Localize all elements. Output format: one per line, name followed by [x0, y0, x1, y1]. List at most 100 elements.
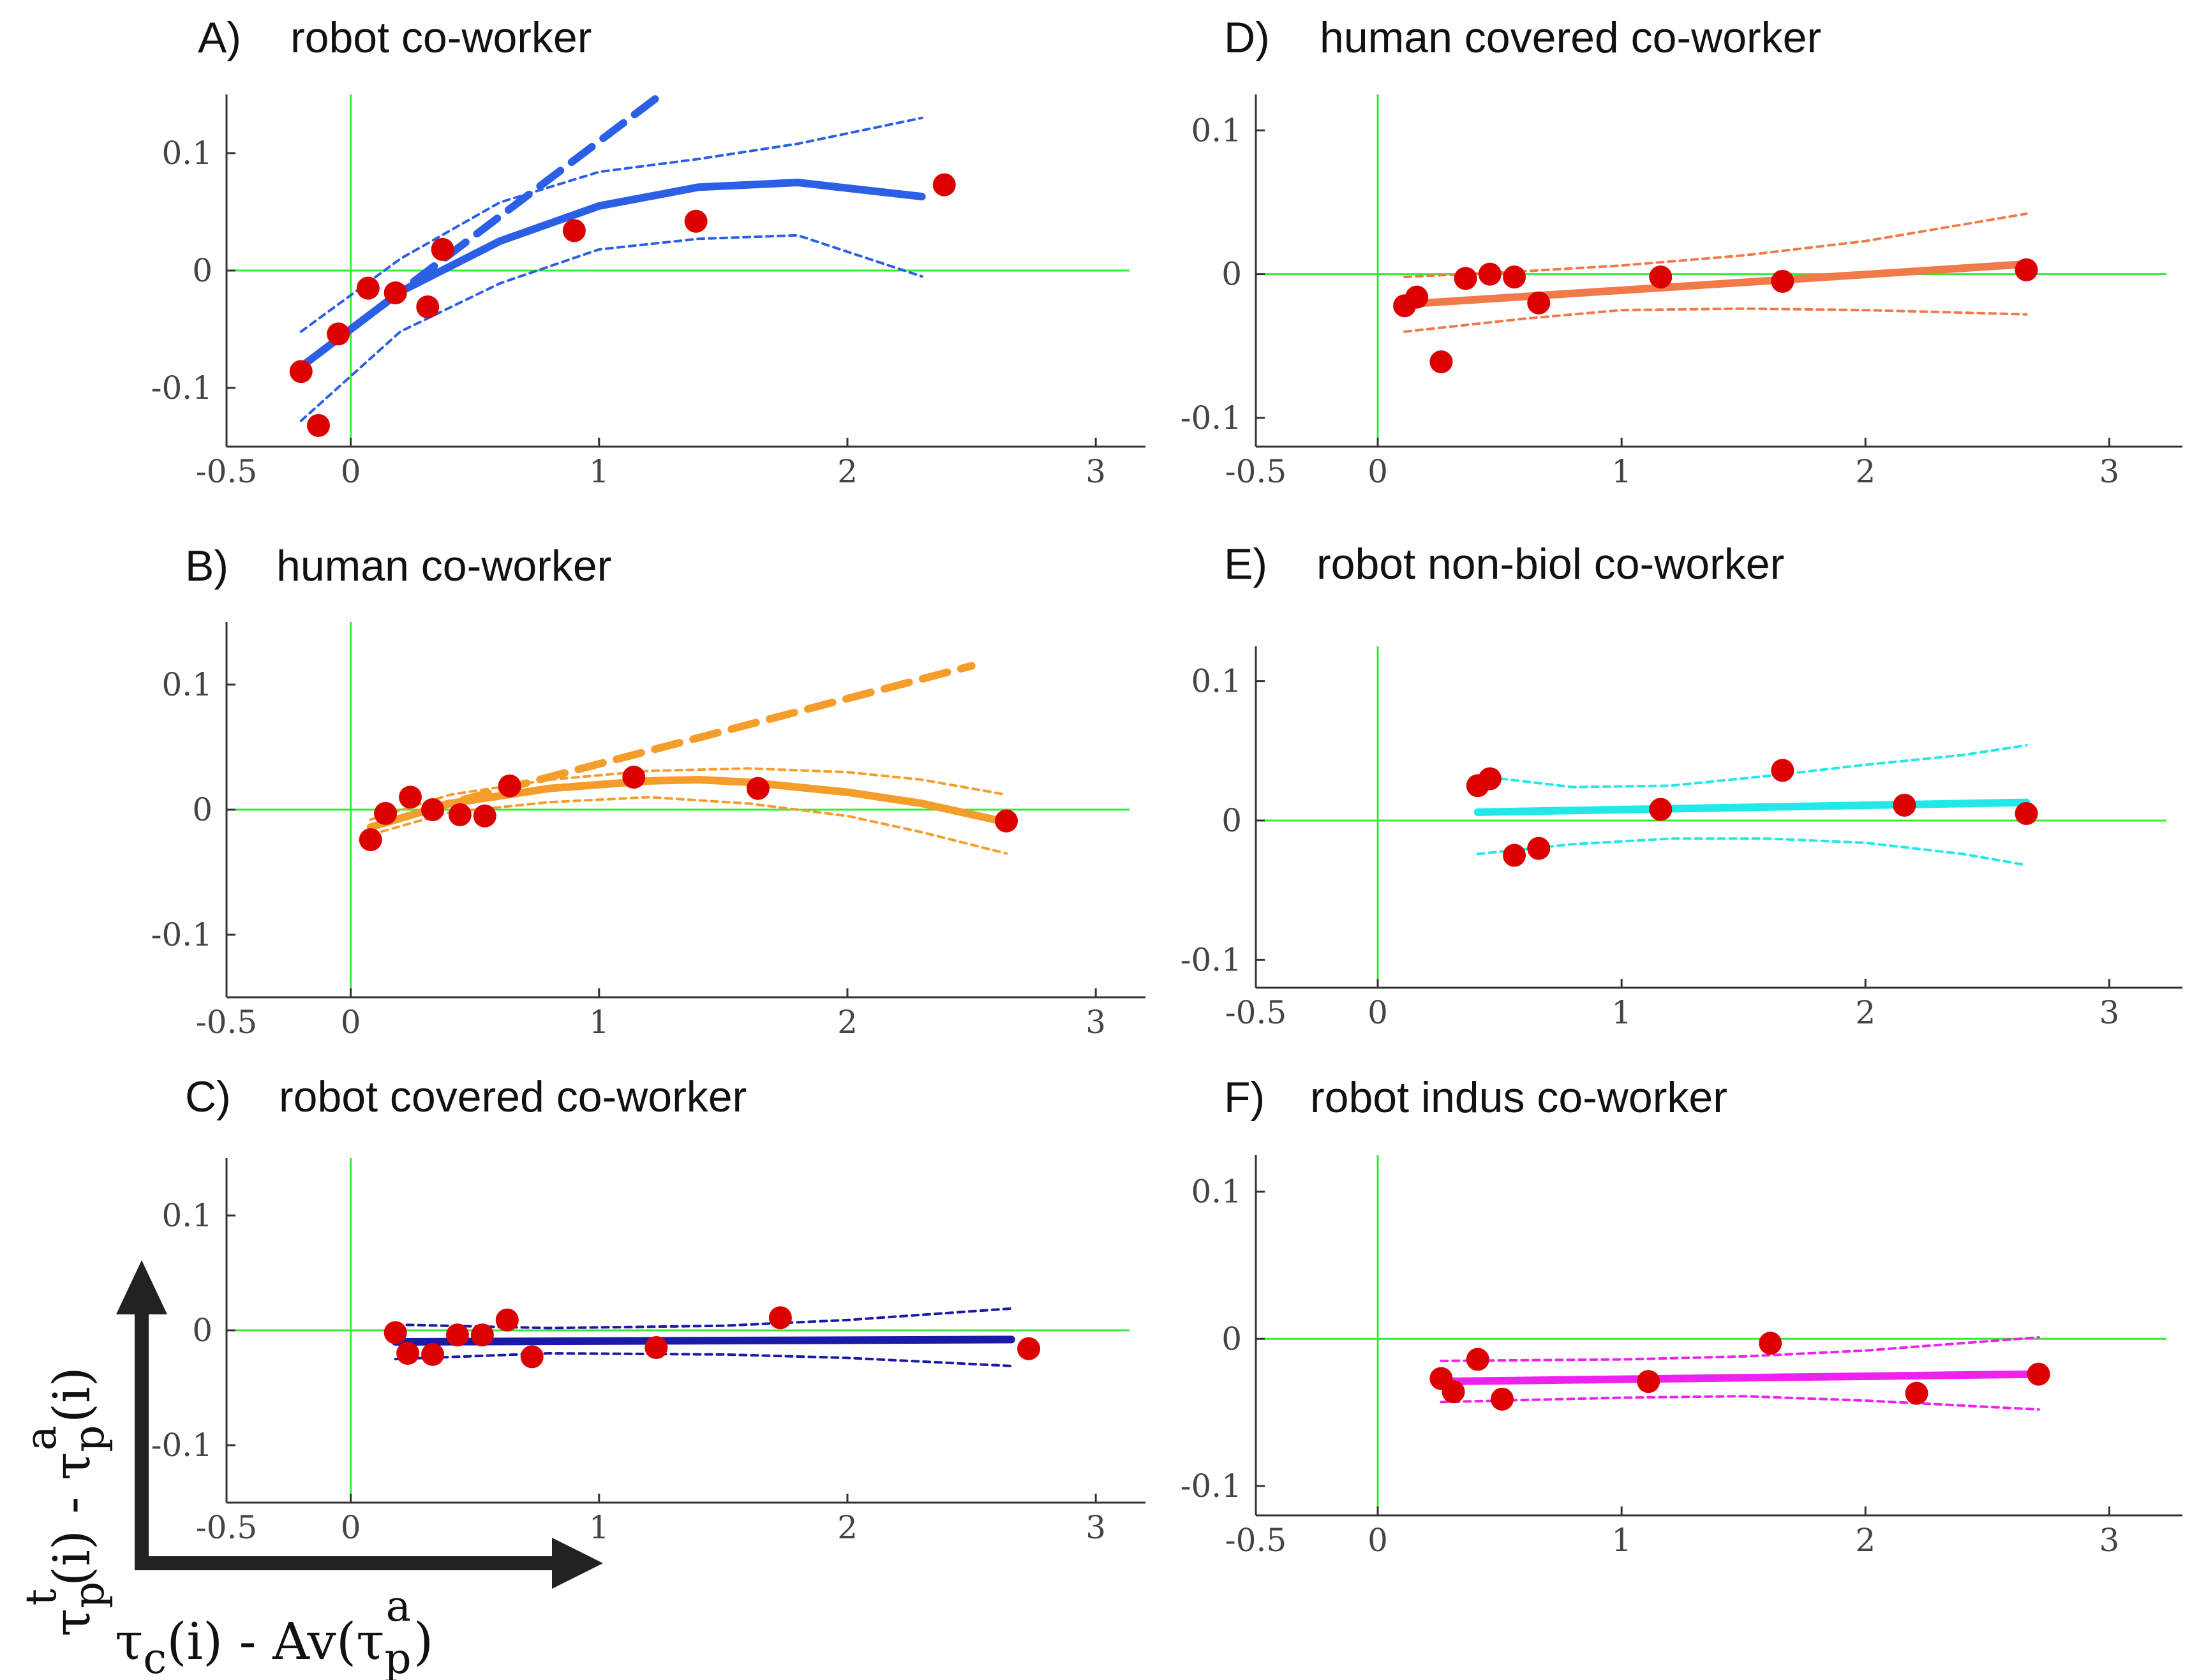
panel-C-data-point [470, 1323, 494, 1347]
y-axis-title-mid: (i) - [42, 1480, 101, 1586]
panel-D-ci-lower [1403, 307, 2028, 333]
y-axis-title-sup1: t [17, 1589, 66, 1606]
panel-B-ci-upper [369, 767, 1008, 821]
panel-A-xtick-label: 3 [1085, 453, 1106, 490]
panel-A-ytick-label: 0 [192, 252, 212, 289]
panel-B-ytick-label: -0.1 [151, 916, 212, 953]
panel-C-fit-line [391, 1335, 1015, 1346]
panel-E: E) robot non-biol co-worker -0.5 0 1 2 3 -0.1… [1181, 540, 2182, 1031]
panel-B-xtick-label: 1 [589, 1004, 609, 1041]
panel-A-data-point [431, 237, 454, 261]
panel-B-data-point [995, 809, 1018, 833]
x-axis-title-sub2: p [384, 1634, 411, 1680]
panel-A-data-point [356, 276, 380, 300]
x-axis-title-end: ) [414, 1612, 433, 1671]
panel-A-ytick-label: 0.1 [161, 135, 212, 172]
panel-F-ytick-label: -0.1 [1181, 1468, 1242, 1505]
panel-F-data-point [1905, 1381, 1928, 1405]
panel-A-xtick-label: 1 [589, 453, 609, 490]
panel-E-ci-lower [1476, 837, 2028, 866]
panel-F-data-point [1466, 1348, 1489, 1371]
panel-B-data-point [746, 777, 770, 800]
panel-A-plot: -0.5 0 1 2 3 -0.1 0 0.1 [151, 91, 1145, 490]
panel-D-data-point [1478, 262, 1502, 286]
x-arrow-head [552, 1538, 603, 1589]
panel-E-label: E) [1224, 540, 1267, 588]
panel-B-ytick-label: 0.1 [161, 666, 212, 703]
x-axis-title-mid: (i) - Av( [167, 1612, 356, 1671]
panel-B-label: B) [185, 542, 228, 590]
panel-B-xtick-label: -0.5 [196, 1004, 257, 1041]
panel-D-ytick-label: -0.1 [1181, 399, 1242, 436]
panel-A-data-point [932, 173, 956, 197]
panel-E-ytick-label: 0 [1221, 802, 1242, 839]
panel-F-ci-lower [1440, 1395, 2040, 1411]
panel-C-ytick-label: 0.1 [161, 1197, 212, 1234]
panel-C-data-point [768, 1306, 792, 1330]
panel-D-xtick-label: -0.5 [1225, 453, 1286, 490]
y-axis-title: τpt(i) - τpa(i) [17, 1367, 114, 1637]
x-axis-title-base: τ [115, 1612, 143, 1671]
panel-A-data-point [327, 322, 350, 346]
panel-F-ytick-label: 0.1 [1191, 1173, 1242, 1210]
panel-A-data-point [684, 209, 708, 233]
panel-B-data-point [374, 801, 398, 825]
panel-A-data-point [416, 295, 440, 319]
panel-D-data-point [1527, 291, 1551, 315]
y-arrow-head [116, 1260, 167, 1314]
panel-D-title: human covered co-worker [1320, 13, 1821, 62]
panel-B-xtick-label: 2 [837, 1004, 858, 1041]
panel-E-data-point [1527, 836, 1551, 860]
panel-A-ytick-label: -0.1 [151, 369, 212, 406]
panel-E-plot: -0.5 0 1 2 3 -0.1 0 0.1 [1181, 646, 2182, 1031]
panel-B-data-point [421, 798, 445, 821]
panel-A-xtick-label: 0 [341, 453, 361, 490]
panel-E-data-point [1893, 793, 1916, 817]
panel-E-data-point [1771, 759, 1794, 782]
panel-D-plot: -0.5 0 1 2 3 -0.1 0 0.1 [1181, 94, 2182, 490]
panel-E-data-point [2015, 802, 2038, 826]
panel-D-data-point [1503, 265, 1526, 289]
panel-B-data-point [448, 803, 472, 826]
panel-C-xtick-label: 3 [1085, 1509, 1106, 1546]
panel-C-ytick-label: -0.1 [151, 1427, 212, 1464]
panel-F-title: robot indus co-worker [1310, 1073, 1727, 1122]
panel-F-label: F) [1224, 1073, 1265, 1122]
panel-D-ytick-label: 0.1 [1191, 112, 1242, 149]
panel-C: C) robot covered co-worker -0.5 0 1 2 3 -0.1 0… [151, 1073, 1145, 1546]
panel-F-xtick-label: 0 [1368, 1522, 1388, 1559]
panel-C-data-point [396, 1342, 420, 1365]
panel-D-label: D) [1224, 13, 1270, 62]
panel-B-fit-line [366, 776, 1011, 831]
panel-C-ytick-label: 0 [192, 1312, 212, 1349]
panel-B-data-point [498, 774, 521, 798]
panel-F-ci-upper [1440, 1336, 2040, 1362]
panel-D-data-point [2015, 258, 2038, 281]
panel-F-fit-line [1437, 1370, 2043, 1386]
panel-B-data-point [399, 785, 422, 809]
panel-E-ytick-label: 0.1 [1191, 663, 1242, 700]
panel-A-data-point [289, 360, 313, 383]
panel-D-data-point [1771, 269, 1794, 293]
panel-C-xtick-label: -0.5 [196, 1509, 257, 1546]
panel-E-xtick-label: 1 [1611, 994, 1632, 1031]
panel-C-data-point [384, 1321, 407, 1344]
panel-A-data-point [384, 281, 407, 304]
panel-C-xtick-label: 0 [341, 1509, 361, 1546]
panel-E-ytick-label: -0.1 [1181, 941, 1242, 978]
panel-A-title: robot co-worker [290, 13, 592, 62]
panel-A-data-point [562, 219, 586, 242]
panel-F-data-point [1759, 1332, 1782, 1355]
panel-B-xtick-label: 3 [1085, 1004, 1106, 1041]
y-axis-title-sub2: p [64, 1425, 114, 1452]
panel-E-xtick-label: -0.5 [1225, 994, 1286, 1031]
panel-B-title: human co-worker [276, 542, 611, 590]
panel-D-data-point [1429, 350, 1453, 374]
x-axis-title: τc(i) - Av(τpa) [115, 1582, 433, 1680]
panel-A-xtick-label: -0.5 [196, 453, 257, 490]
panel-D-xtick-label: 0 [1368, 453, 1388, 490]
y-axis-title-sup2: a [17, 1425, 66, 1450]
panel-B-ytick-label: 0 [192, 791, 212, 828]
